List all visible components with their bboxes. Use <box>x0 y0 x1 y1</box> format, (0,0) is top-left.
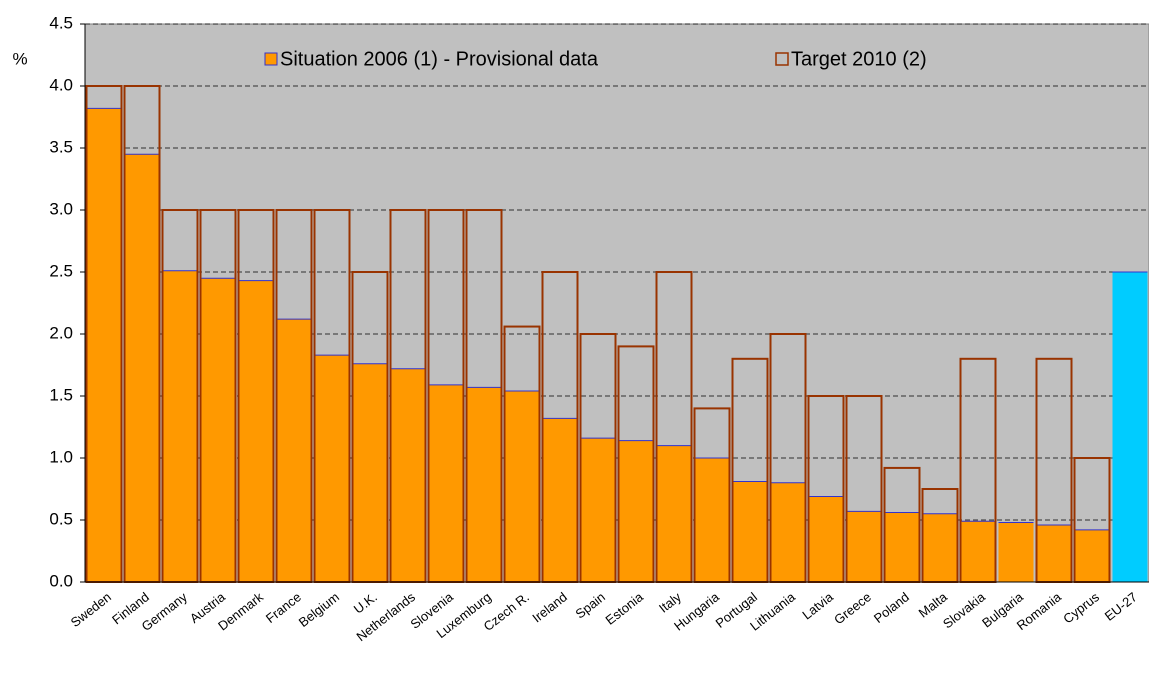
bar <box>922 513 958 582</box>
x-tick-label: Ireland <box>529 589 570 625</box>
bar <box>162 270 198 582</box>
x-tick-label: U.K. <box>351 589 380 616</box>
bar <box>504 391 540 582</box>
legend-label: Target 2010 (2) <box>791 48 927 70</box>
x-tick-label: Estonia <box>603 589 647 628</box>
bar <box>770 482 806 582</box>
y-tick-label: 1.0 <box>49 447 73 466</box>
bar <box>352 363 388 582</box>
bar <box>960 521 996 582</box>
y-tick-label: 2.5 <box>49 261 73 280</box>
y-tick-label: 3.5 <box>49 137 73 156</box>
bar <box>390 368 426 582</box>
y-tick-label: 4.0 <box>49 75 73 94</box>
y-tick-label: 3.0 <box>49 199 73 218</box>
bar <box>884 512 920 582</box>
bar <box>618 440 654 582</box>
bar <box>238 280 274 582</box>
x-tick-label: Sweden <box>68 589 114 630</box>
bar <box>998 522 1034 582</box>
y-tick-label: 2.0 <box>49 323 73 342</box>
bar <box>580 438 616 582</box>
y-tick-label: 1.5 <box>49 385 73 404</box>
x-tick-label: Greece <box>831 589 874 627</box>
bar <box>846 511 882 582</box>
bar <box>1112 272 1148 582</box>
bar <box>1074 529 1110 582</box>
x-tick-label: Belgium <box>296 589 342 630</box>
legend-swatch <box>775 52 789 66</box>
x-tick-label: EU-27 <box>1102 589 1140 624</box>
x-tick-label: Cyprus <box>1060 589 1102 626</box>
bar <box>466 387 502 582</box>
x-tick-label: Italy <box>656 589 684 616</box>
bar <box>694 458 730 582</box>
x-tick-label: Poland <box>871 589 912 626</box>
x-tick-label: Latvia <box>799 589 836 623</box>
bar <box>200 278 236 582</box>
bar <box>428 384 464 582</box>
bar <box>86 108 122 582</box>
bar <box>314 355 350 582</box>
bar <box>1036 524 1072 582</box>
bar <box>656 445 692 582</box>
bar <box>276 319 312 582</box>
y-tick-label: 0.0 <box>49 571 73 590</box>
y-tick-label: 4.5 <box>49 13 73 32</box>
bar <box>808 496 844 582</box>
y-axis-label: % <box>12 49 27 68</box>
bar <box>732 481 768 582</box>
bar <box>124 154 160 582</box>
legend-swatch <box>264 52 278 66</box>
x-tick-label: Slovakia <box>940 589 989 632</box>
y-tick-label: 0.5 <box>49 509 73 528</box>
legend-label: Situation 2006 (1) - Provisional data <box>280 48 599 70</box>
bar <box>542 418 578 582</box>
